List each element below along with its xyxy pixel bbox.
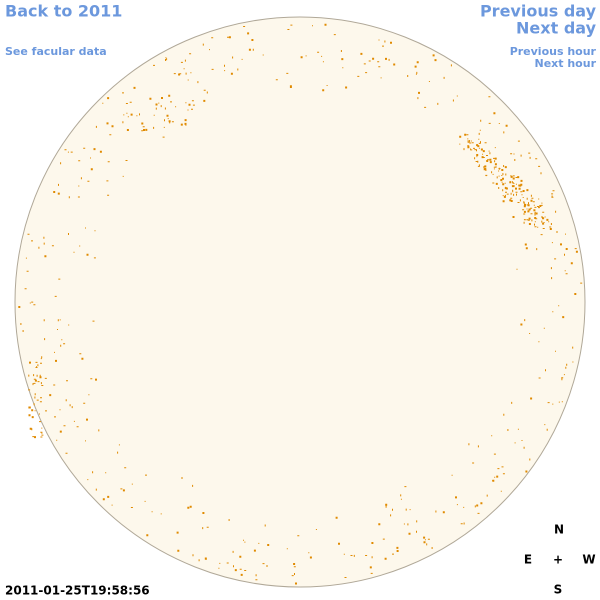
compass-north: N: [554, 523, 564, 537]
timestamp: 2011-01-25T19:58:56: [5, 584, 150, 598]
previous-hour-link[interactable]: Previous hour: [510, 45, 597, 58]
compass-south: S: [554, 583, 563, 597]
compass-center: +: [553, 553, 563, 567]
compass-west: W: [582, 553, 595, 567]
facular-link[interactable]: See facular data: [5, 45, 107, 58]
solar-disk: [14, 16, 586, 588]
previous-day-link[interactable]: Previous day: [480, 2, 597, 21]
back-link[interactable]: Back to 2011: [5, 2, 122, 21]
next-hour-link[interactable]: Next hour: [535, 57, 597, 70]
compass-east: E: [524, 553, 532, 567]
next-day-link[interactable]: Next day: [516, 19, 597, 38]
